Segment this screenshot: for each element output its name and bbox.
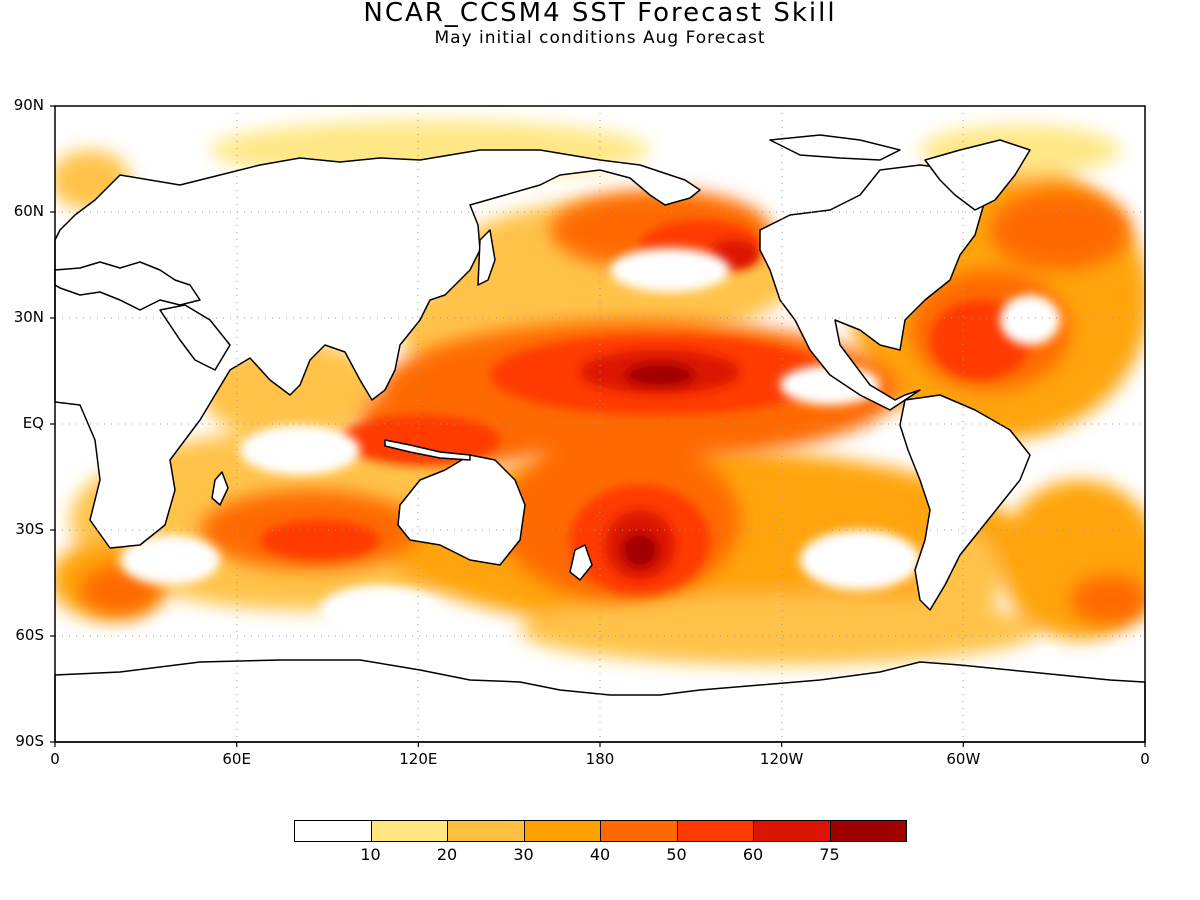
land-australia <box>397 454 526 566</box>
legend-label: 20 <box>436 845 458 864</box>
lon-label: 180 <box>585 750 615 768</box>
grid-lines <box>55 106 1145 742</box>
legend-label: 10 <box>360 845 381 864</box>
legend-swatch <box>447 820 525 842</box>
lat-label: 90N <box>13 96 44 114</box>
legend-swatch <box>753 820 831 842</box>
lon-label: 120E <box>399 750 438 768</box>
legend-label: 30 <box>513 845 534 864</box>
lat-label: 30N <box>13 308 44 326</box>
land-north-america <box>759 164 986 411</box>
land-madagascar <box>211 471 229 506</box>
lon-label: 120W <box>759 750 804 768</box>
lat-label: EQ <box>22 414 44 432</box>
land-indonesia <box>384 439 471 461</box>
legend-label: 40 <box>589 845 611 864</box>
land-europe <box>54 261 201 311</box>
legend-swatch <box>523 820 601 842</box>
land-arctic-islands <box>769 134 901 161</box>
axis-ticks <box>50 105 1146 747</box>
map-title: NCAR_CCSM4 SST Forecast Skill <box>363 0 837 28</box>
color-legend <box>294 820 907 842</box>
land-new-zealand <box>569 544 593 581</box>
lon-label: 0 <box>1140 750 1150 768</box>
legend-swatch <box>370 820 448 842</box>
legend-label: 50 <box>666 845 687 864</box>
legend-label: 75 <box>819 845 840 864</box>
legend-swatch <box>829 820 907 842</box>
lat-label: 60S <box>15 626 44 644</box>
legend-swatch <box>676 820 754 842</box>
land-south-america <box>899 394 1031 611</box>
lat-label: 90S <box>15 732 44 750</box>
lon-label: 0 <box>50 750 60 768</box>
legend-label: 60 <box>742 845 764 864</box>
lat-label: 60N <box>13 202 44 220</box>
land-africa-eurasia <box>54 149 701 549</box>
land-japan <box>477 229 496 286</box>
map-subtitle: May initial conditions Aug Forecast <box>434 28 766 48</box>
lon-label: 60W <box>946 750 981 768</box>
lat-label: 30S <box>15 520 44 538</box>
land-arabia <box>159 304 231 371</box>
lon-label: 60E <box>222 750 251 768</box>
legend-swatch <box>294 820 372 842</box>
land-greenland <box>924 139 1031 211</box>
legend-swatch <box>600 820 678 842</box>
